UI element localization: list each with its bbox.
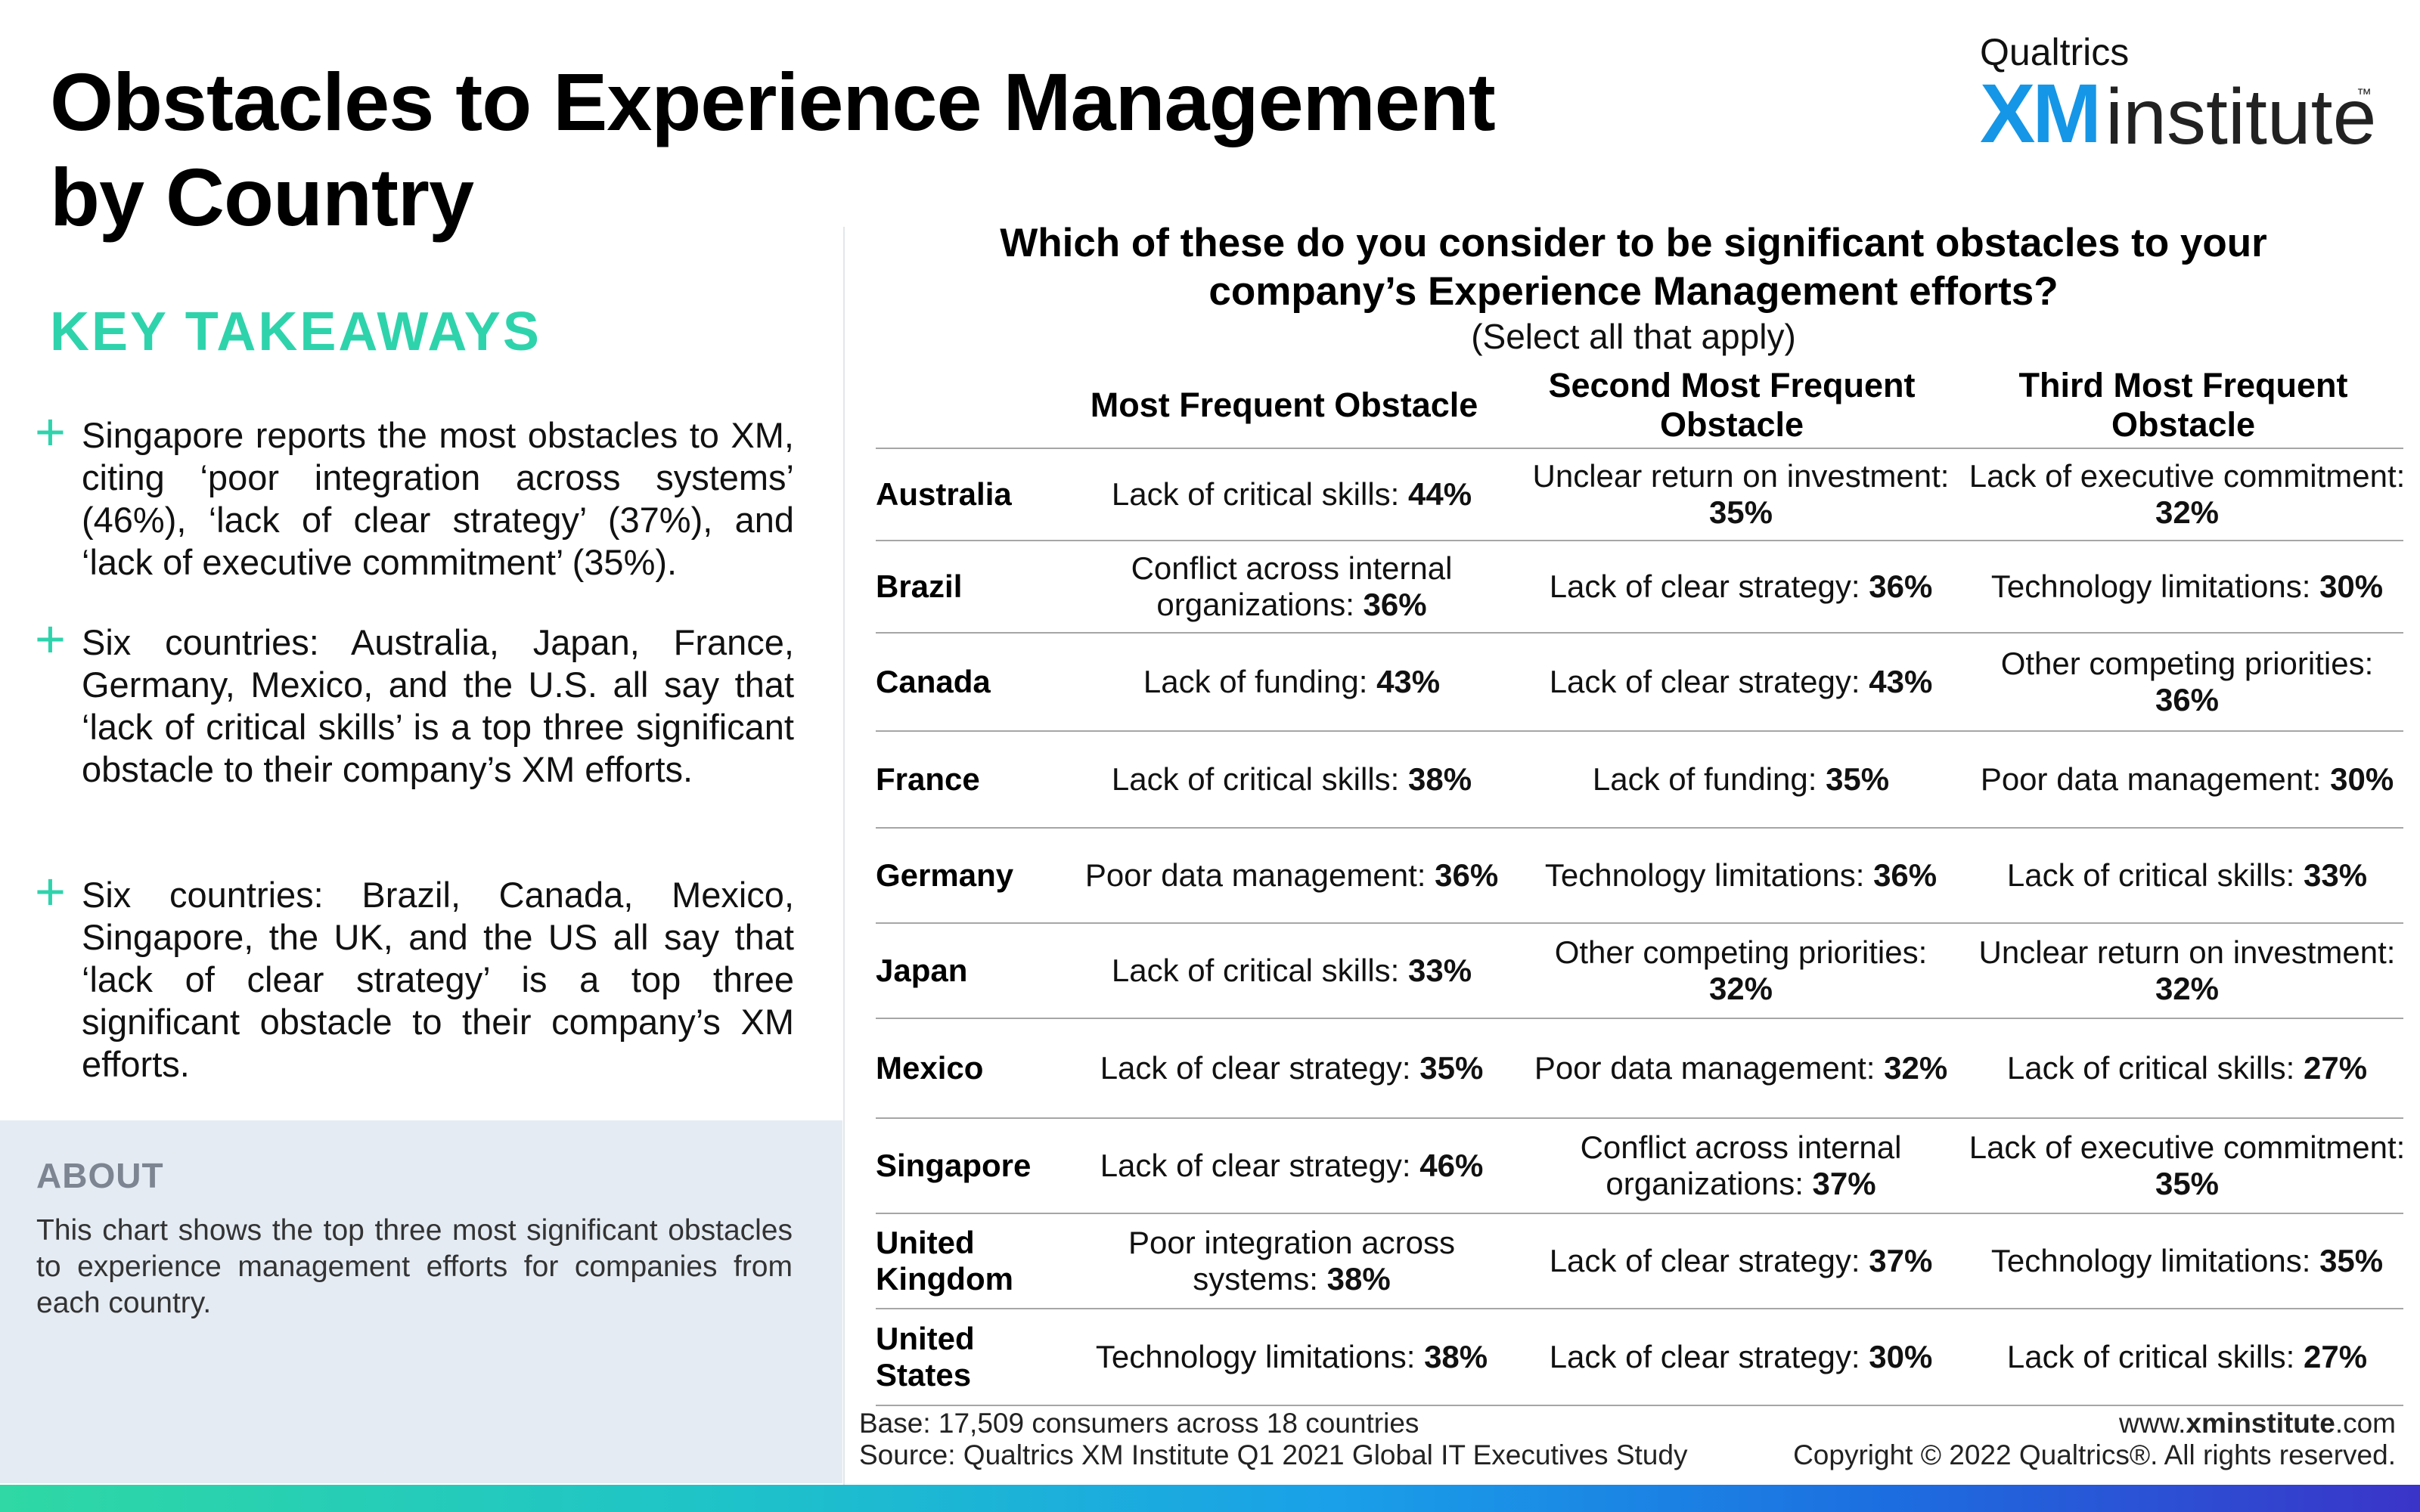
plus-icon: + [35,402,66,461]
obstacle-cell: Lack of critical skills: 33% [1111,953,1472,988]
obstacle-cell: Unclear return on investment: 32% [1978,934,2396,1006]
country-name: Singapore [876,1148,1032,1183]
obstacle-cell: Lack of funding: 43% [1143,664,1441,699]
obstacle-cell: Lack of executive commitment: 32% [1969,458,2406,530]
footer-copyright: Copyright © 2022 Qualtrics®. All rights … [1793,1439,2396,1470]
footer-source: Source: Qualtrics XM Institute Q1 2021 G… [859,1439,1688,1470]
obstacle-cell: Conflict across internal organizations: … [1131,550,1453,622]
about-panel [0,1120,842,1483]
logo-trademark: ™ [2356,86,2372,103]
country-name: Canada [876,664,991,699]
obstacle-cell: Lack of critical skills: 27% [2006,1339,2368,1374]
question-line-1: Which of these do you consider to be sig… [1000,221,2267,265]
obstacle-cell: Technology limitations: 35% [1990,1243,2384,1278]
obstacle-cell: Lack of clear strategy: 43% [1549,664,1933,699]
obstacle-cell: Conflict across internal organizations: … [1580,1129,1902,1201]
footer-notes: Base: 17,509 consumers across 18 countri… [859,1408,1687,1471]
table-row: Brazil Conflict across internal organiza… [876,540,2403,632]
table-row: United States Technology limitations: 38… [876,1308,2403,1406]
obstacle-cell: Technology limitations: 30% [1990,569,2384,604]
obstacle-cell: Poor integration across systems: 38% [1128,1225,1455,1297]
footer-url[interactable]: www.xminstitute.com [2119,1408,2396,1439]
obstacle-cell: Lack of critical skills: 44% [1111,476,1472,512]
table-row: Singapore Lack of clear strategy: 46% Co… [876,1117,2405,1213]
obstacle-cell: Other competing priorities: 32% [1554,934,1928,1006]
takeaway-text: Six countries: Australia, Japan, France,… [82,622,794,789]
footer-credits: www.xminstitute.com Copyright © 2022 Qua… [1793,1408,2396,1471]
logo-qualtrics-text: Qualtrics [1980,31,2130,73]
obstacle-cell: Lack of executive commitment: 35% [1969,1129,2406,1201]
takeaway-text: Six countries: Brazil, Canada, Mexico, S… [82,875,794,1084]
takeaway-text: Singapore reports the most obstacles to … [82,415,794,582]
obstacle-cell: Lack of clear strategy: 36% [1549,569,1933,604]
obstacle-cell: Poor data management: 30% [1980,761,2394,797]
about-heading: ABOUT [36,1156,164,1195]
gradient-bar [0,1485,2420,1512]
country-name: United Kingdom [876,1225,1013,1297]
obstacle-cell: Other competing priorities: 36% [2000,646,2374,717]
about-text: This chart shows the top three most sign… [36,1214,793,1319]
logo-institute-text: institute [2105,73,2377,161]
obstacle-cell: Poor data management: 36% [1084,857,1499,893]
question-line-2: company’s Experience Management efforts? [1208,269,2059,314]
obstacle-cell: Lack of clear strategy: 30% [1549,1339,1933,1374]
column-header-third-most-frequent: Third Most Frequent Obstacle [2018,366,2348,444]
plus-icon: + [35,609,66,668]
obstacle-cell: Lack of funding: 35% [1592,761,1890,797]
vertical-divider [843,227,845,1489]
obstacle-cell: Lack of clear strategy: 46% [1100,1148,1484,1183]
country-name: Mexico [876,1050,984,1086]
obstacle-cell: Lack of clear strategy: 35% [1100,1050,1484,1086]
country-name: United States [876,1321,975,1393]
obstacle-cell: Lack of critical skills: 38% [1111,761,1472,797]
obstacle-cell: Lack of critical skills: 33% [2006,857,2368,893]
column-header-most-frequent: Most Frequent Obstacle [1090,386,1478,424]
key-takeaways-heading: KEY TAKEAWAYS [50,302,541,362]
takeaway-item: + Six countries: Australia, Japan, Franc… [35,612,794,791]
country-name: France [876,761,980,797]
logo-xm-text: XM [1980,67,2102,160]
obstacle-cell: Unclear return on investment: 35% [1532,458,1950,530]
country-name: Japan [876,953,968,988]
question-instruction: (Select all that apply) [1471,317,1796,356]
plus-icon: + [35,862,66,921]
footer-base: Base: 17,509 consumers across 18 countri… [859,1408,1419,1439]
obstacle-cell: Lack of critical skills: 27% [2006,1050,2368,1086]
table-row: Canada Lack of funding: 43% Lack of clea… [876,632,2403,730]
takeaway-item: + Singapore reports the most obstacles t… [35,405,794,584]
obstacle-cell: Technology limitations: 36% [1544,857,1938,893]
table-row: Japan Lack of critical skills: 33% Other… [876,922,2403,1018]
obstacle-cell: Technology limitations: 38% [1095,1339,1488,1374]
country-name: Germany [876,857,1014,893]
table-row: Mexico Lack of clear strategy: 35% Poor … [876,1018,2403,1117]
table-row: Australia Lack of critical skills: 44% U… [876,448,2405,540]
takeaway-item: + Six countries: Brazil, Canada, Mexico,… [35,865,794,1086]
country-name: Australia [876,476,1012,512]
obstacle-cell: Poor data management: 32% [1534,1050,1948,1086]
country-name: Brazil [876,569,963,604]
table-row: France Lack of critical skills: 38% Lack… [876,730,2403,827]
table-row: Germany Poor data management: 36% Techno… [876,827,2403,922]
survey-question: Which of these do you consider to be sig… [870,219,2397,316]
obstacle-cell: Lack of clear strategy: 37% [1549,1243,1933,1278]
obstacles-table: Australia Lack of critical skills: 44% U… [876,448,2405,1406]
column-header-second-most-frequent: Second Most Frequent Obstacle [1548,366,1916,444]
xm-institute-logo: Qualtrics XM institute ™ [1980,30,2376,159]
table-row: United Kingdom Poor integration across s… [876,1213,2403,1308]
page-title: Obstacles to Experience Management by Co… [50,56,1496,243]
